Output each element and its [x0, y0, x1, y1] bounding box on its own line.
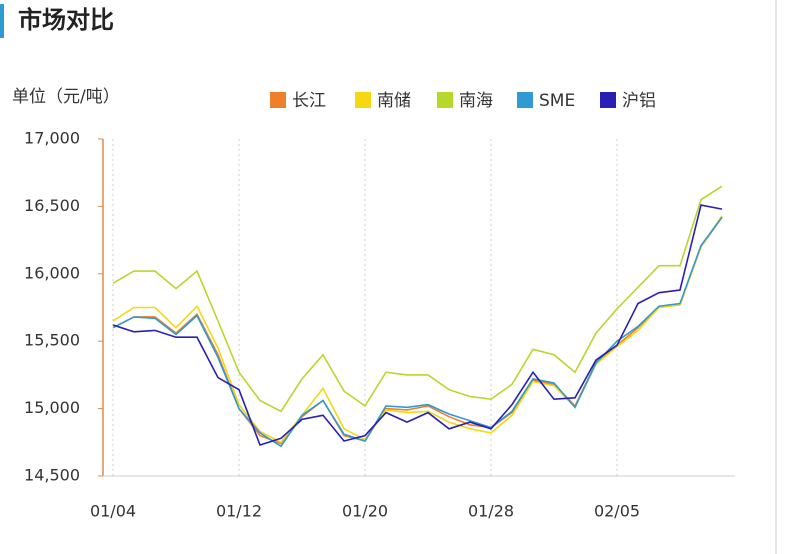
series-line: [112, 215, 723, 444]
y-tick-label: 16,500: [24, 196, 80, 215]
x-tick-label: 02/05: [594, 502, 640, 521]
legend-label: 沪铝: [622, 91, 656, 111]
legend-label: 南储: [377, 91, 411, 111]
legend-label: SME: [539, 91, 575, 111]
title-accent: [0, 4, 4, 38]
x-tick-label: 01/12: [216, 502, 262, 521]
legend-swatch: [600, 92, 616, 108]
y-tick-label: 16,000: [24, 263, 80, 282]
y-tick-label: 15,000: [24, 398, 80, 417]
x-tick-label: 01/04: [90, 502, 136, 521]
y-tick-label: 17,000: [24, 129, 80, 148]
y-axis-label: 单位（元/吨）: [12, 87, 120, 107]
series-line: [112, 216, 723, 445]
y-tick-label: 14,500: [24, 466, 80, 485]
y-tick-label: 15,500: [24, 331, 80, 350]
legend-swatch: [355, 92, 371, 108]
x-tick-label: 01/28: [468, 502, 514, 521]
legend-swatch: [517, 92, 533, 108]
series-line: [112, 204, 723, 446]
x-tick-label: 01/20: [342, 502, 388, 521]
legend-swatch: [270, 92, 286, 108]
legend-label: 长江: [292, 91, 326, 111]
series-line: [112, 185, 723, 413]
chart-title: 市场对比: [18, 6, 114, 34]
legend-swatch: [437, 92, 453, 108]
legend-label: 南海: [459, 91, 493, 111]
